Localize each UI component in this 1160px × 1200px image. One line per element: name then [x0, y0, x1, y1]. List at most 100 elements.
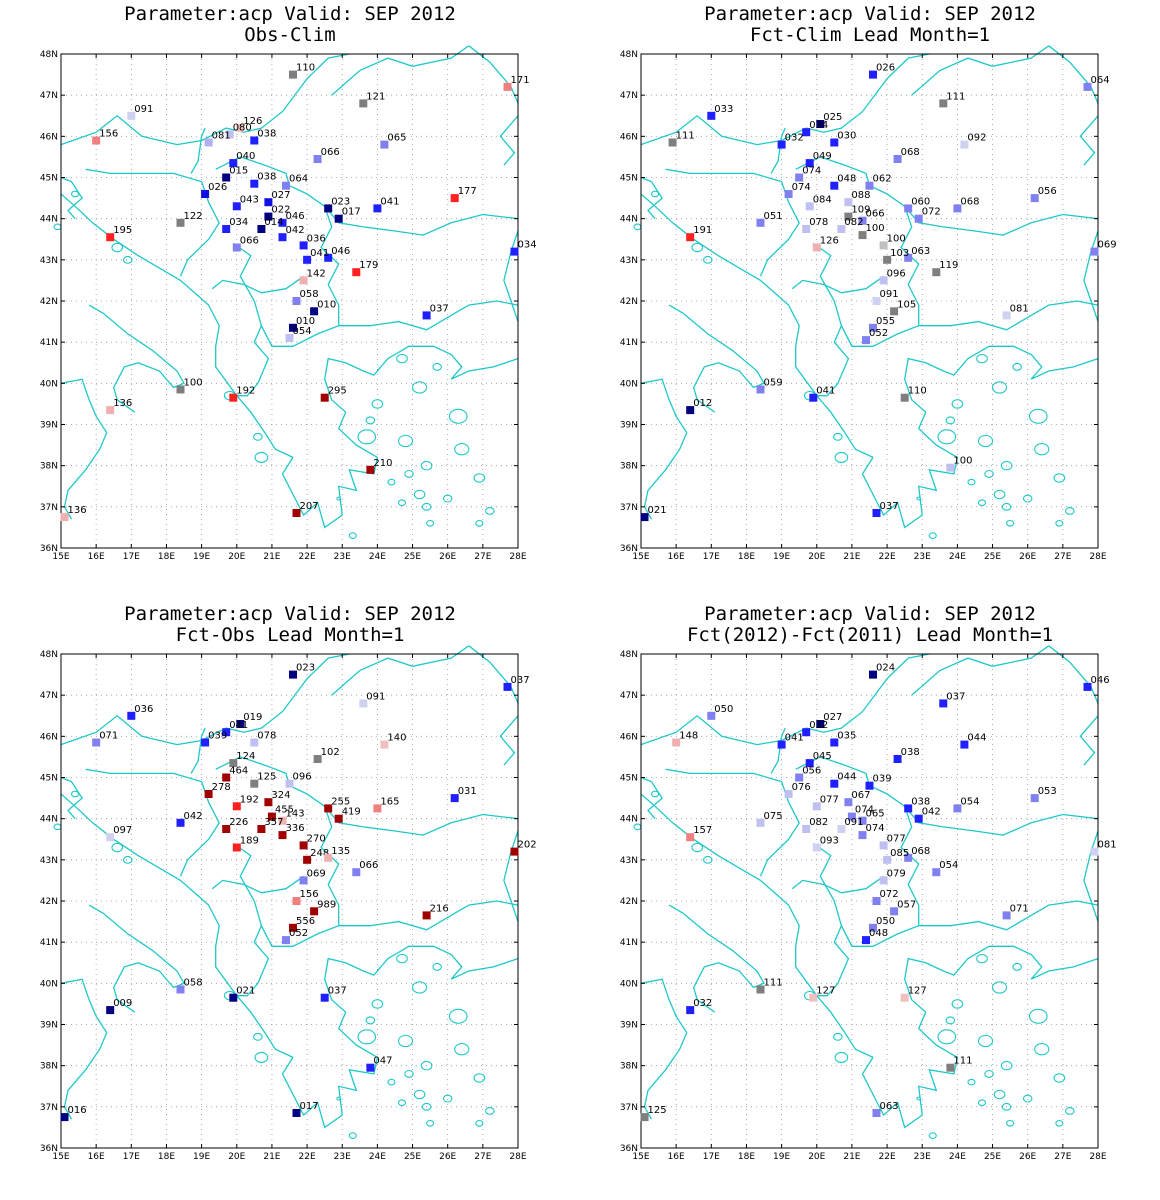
station-label: 136 [113, 398, 132, 409]
island [1001, 502, 1012, 511]
island [336, 1096, 342, 1101]
y-tick-label: 39N [620, 421, 638, 431]
island [1012, 962, 1022, 971]
station-label: 048 [837, 174, 856, 185]
y-tick-label: 37N [40, 503, 58, 513]
island [951, 999, 964, 1009]
station-label: 419 [342, 807, 361, 818]
island [916, 496, 922, 501]
station-marker [865, 181, 874, 190]
island [421, 502, 432, 511]
island [977, 499, 987, 507]
island [71, 190, 80, 198]
station-marker [232, 802, 241, 811]
x-tick-label: 16E [88, 552, 105, 562]
station-marker [862, 336, 870, 345]
coastline [640, 53, 930, 146]
coastlines [633, 645, 1099, 1140]
station-marker [904, 804, 913, 813]
y-tick-label: 46N [620, 132, 638, 142]
island [691, 242, 704, 253]
station-marker [939, 699, 948, 708]
station-marker [844, 798, 853, 807]
island [412, 981, 428, 994]
station-marker [668, 138, 677, 147]
station-label: 078 [809, 217, 828, 228]
x-tick-label: 15E [632, 1152, 649, 1162]
coastline [1079, 115, 1099, 166]
station-label: 122 [184, 211, 203, 222]
station-label: 019 [243, 712, 262, 723]
coastline [640, 176, 663, 220]
station-label: 357 [264, 817, 283, 828]
station-marker [106, 406, 115, 415]
y-tick-label: 42N [620, 297, 638, 307]
station-label: 165 [380, 796, 399, 807]
station-marker [201, 190, 210, 198]
station-label: 036 [307, 233, 326, 244]
station-marker [292, 1109, 301, 1117]
coastline [236, 925, 270, 997]
island [691, 842, 704, 853]
station-label: 068 [911, 846, 930, 857]
y-tick-label: 39N [40, 1021, 58, 1031]
station-marker [865, 781, 874, 790]
x-tick-label: 27E [474, 1152, 491, 1162]
y-tick-label: 43N [40, 256, 58, 266]
station-marker [380, 740, 389, 749]
station-label: 021 [236, 986, 255, 997]
station-label: 069 [1098, 240, 1117, 251]
station-label: 055 [876, 316, 895, 327]
station-marker [1090, 247, 1099, 256]
station-label: 096 [887, 268, 906, 279]
station-marker [672, 738, 681, 747]
station-label: 034 [809, 120, 828, 131]
station-label: 042 [286, 225, 305, 236]
x-tick-label: 15E [52, 1152, 69, 1162]
island [420, 460, 433, 471]
coastline [211, 875, 304, 894]
island [977, 1034, 994, 1048]
island [1001, 1102, 1012, 1111]
station-label: 064 [1091, 75, 1110, 86]
station-label: 081 [212, 131, 231, 142]
panel-subtitle: Obs-Clim [244, 24, 336, 46]
island [703, 855, 713, 864]
y-tick-label: 43N [620, 856, 638, 866]
station-marker [802, 128, 811, 137]
island [984, 469, 994, 478]
coastline [331, 645, 470, 696]
coastline [211, 275, 304, 294]
x-tick-label: 17E [703, 1152, 720, 1162]
station-marker [686, 1006, 695, 1015]
station-marker [334, 214, 343, 223]
island [412, 381, 428, 394]
station-marker [686, 406, 695, 415]
station-label: 065 [866, 809, 885, 820]
y-tick-label: 47N [620, 91, 638, 101]
station-label: 082 [809, 817, 828, 828]
station-label: 063 [880, 1101, 899, 1112]
station-marker [292, 897, 301, 905]
station-marker [303, 255, 312, 264]
station-marker [320, 993, 329, 1002]
coastline [911, 45, 1050, 96]
station-marker [313, 755, 322, 763]
station-marker [830, 738, 839, 747]
coastline [499, 715, 519, 766]
station-label: 110 [908, 386, 927, 397]
station-marker [756, 985, 765, 994]
station-label: 016 [68, 1105, 87, 1116]
y-tick-label: 36N [40, 1144, 58, 1154]
y-tick-label: 38N [40, 1062, 58, 1072]
station-marker [106, 1006, 115, 1015]
island [413, 1089, 426, 1100]
station-marker [837, 225, 846, 233]
station-label: 035 [837, 731, 856, 742]
station-label: 270 [307, 833, 326, 844]
station-label: 049 [813, 151, 832, 162]
station-label: 156 [300, 889, 319, 900]
station-marker [450, 194, 459, 203]
x-tick-label: 18E [738, 1152, 755, 1162]
station-marker [858, 831, 867, 840]
